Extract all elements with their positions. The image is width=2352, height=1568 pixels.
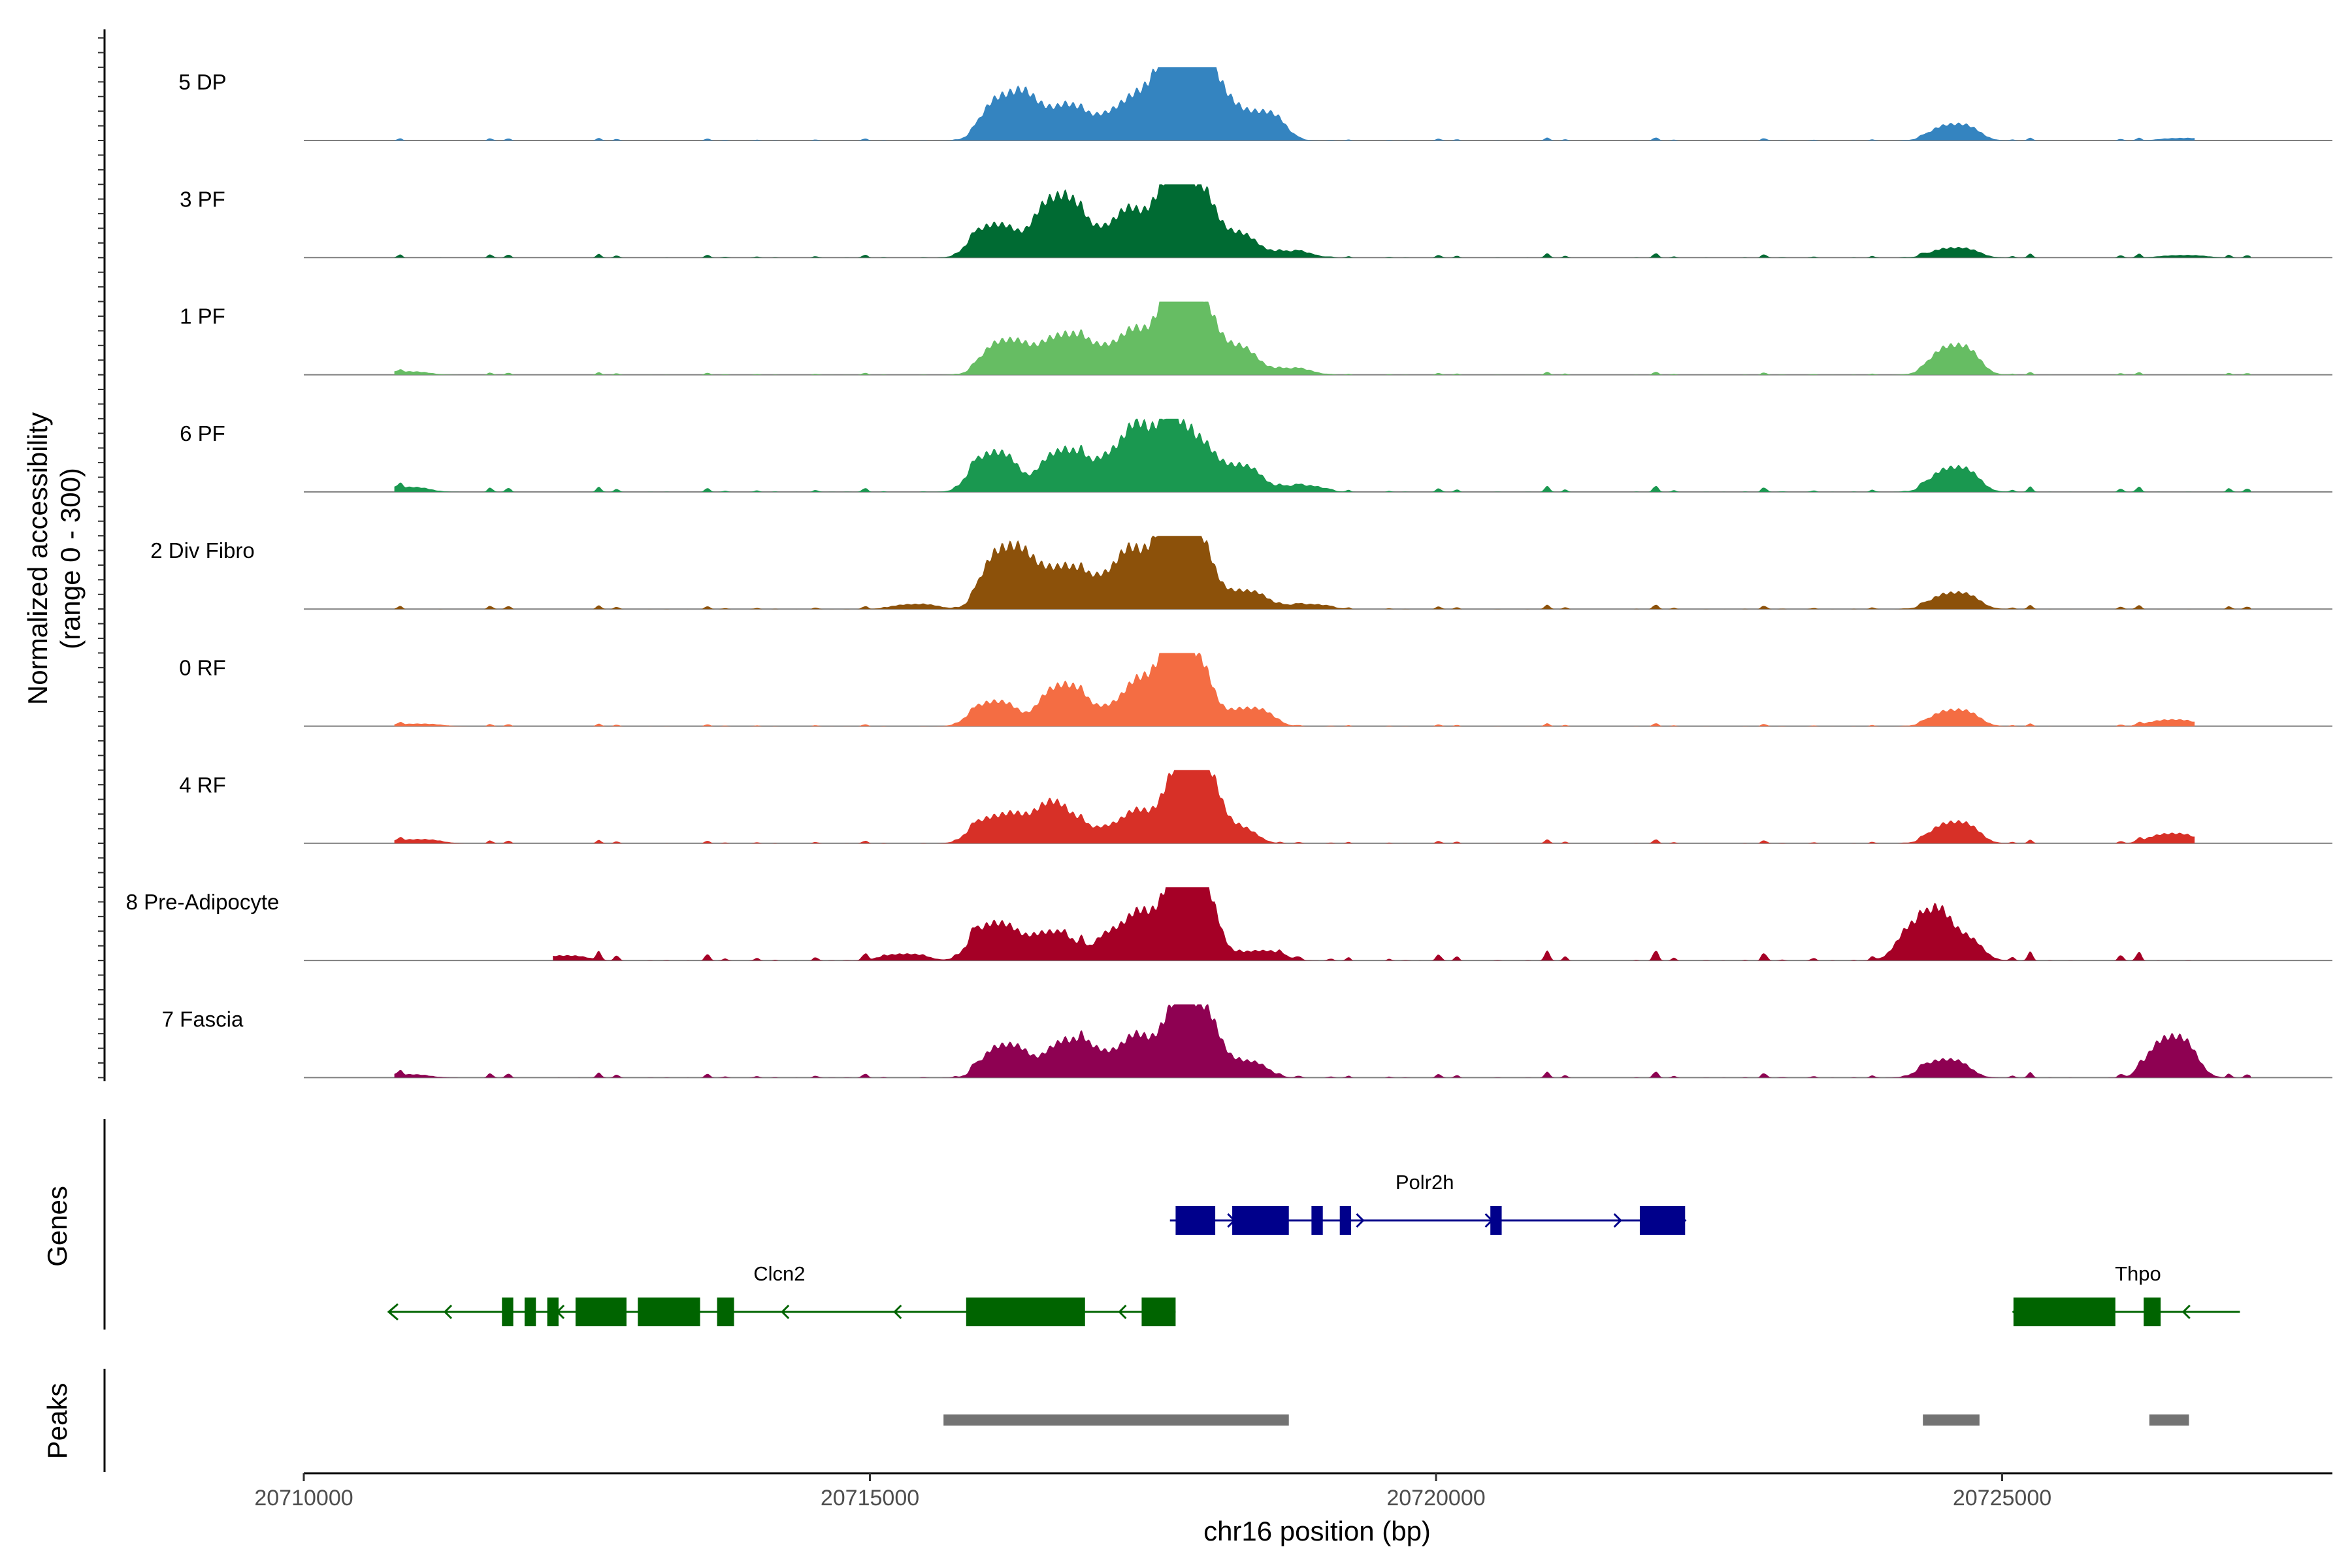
coverage-track: 7 Fascia [162, 1004, 2332, 1079]
strand-arrow [1118, 1304, 1127, 1320]
peak-region [2149, 1414, 2189, 1426]
gene-model: Polr2h [1169, 1171, 1687, 1235]
strand-arrow [1484, 1213, 1494, 1228]
gene-exon [1232, 1206, 1289, 1235]
gene-exon [1311, 1206, 1323, 1235]
gene-exon [1490, 1206, 1502, 1235]
track-label: 0 RF [179, 656, 226, 680]
y-axis [98, 29, 106, 1081]
x-tick-label: 20725000 [1953, 1486, 2051, 1511]
coverage-track: 6 PF [180, 418, 2332, 493]
strand-arrow [781, 1304, 790, 1320]
coverage-area [394, 418, 2251, 492]
track-label: 3 PF [180, 187, 225, 211]
strand-arrow [2181, 1304, 2191, 1320]
gene-label: Polr2h [1396, 1171, 1454, 1194]
gene-model: Thpo [2012, 1262, 2240, 1326]
strand-arrow [1005, 1304, 1015, 1320]
peak-region [943, 1414, 1289, 1426]
gene-exon [1141, 1298, 1176, 1326]
strand-arrow [1227, 1213, 1236, 1228]
y-axis-title: Normalized accessibility [22, 412, 53, 705]
gene-exon [1639, 1206, 1686, 1235]
strand-arrow [1613, 1213, 1622, 1228]
coverage-area [394, 653, 2195, 727]
peaks-panel [103, 1369, 2189, 1472]
gene-exon [2013, 1298, 2115, 1326]
coverage-area [394, 301, 2251, 375]
gene-exon [575, 1298, 627, 1326]
gene-exon [717, 1298, 734, 1326]
coverage-area [553, 887, 2217, 961]
coverage-area [394, 67, 2195, 140]
track-label: 5 DP [178, 70, 226, 94]
gene-label: Thpo [2115, 1262, 2161, 1285]
genes-panel-label: Genes [42, 1186, 73, 1267]
gene-label: Clcn2 [753, 1262, 805, 1285]
gene-exon [524, 1298, 536, 1326]
x-tick-label: 20720000 [1386, 1486, 1485, 1511]
strand-arrow [893, 1304, 902, 1320]
track-label: 8 Pre-Adipocyte [126, 890, 280, 914]
track-label: 4 RF [179, 773, 226, 797]
coverage-track: 2 Div Fibro [150, 536, 2332, 610]
strand-arrow [555, 1304, 565, 1320]
strand-arrow [2012, 1303, 2023, 1321]
peak-region [1923, 1414, 1980, 1426]
gene-model: Clcn2 [387, 1262, 1176, 1326]
coverage-area [394, 536, 2251, 610]
coverage-track: 8 Pre-Adipocyte [126, 887, 2332, 962]
strand-arrow [443, 1304, 453, 1320]
track-label: 1 PF [180, 304, 225, 329]
coverage-tracks: 5 DP 3 PF 1 PF 6 PF 2 Div Fibro 0 RF 4 RF 8 Pre… [126, 67, 2332, 1079]
coverage-track: 4 RF [179, 770, 2332, 844]
coverage-track: 0 RF [179, 653, 2332, 727]
track-label: 7 Fascia [162, 1007, 244, 1031]
track-label: 6 PF [180, 421, 225, 446]
gene-exon [2144, 1298, 2161, 1326]
coverage-track: 3 PF [180, 184, 2332, 259]
coverage-area [394, 1004, 2251, 1078]
x-tick-label: 20715000 [821, 1486, 919, 1511]
strand-arrow [1356, 1213, 1365, 1228]
strand-arrow [387, 1303, 399, 1321]
genes-panel: Polr2h Clcn2 Thpo [103, 1119, 2240, 1330]
y-axis-title-range: (range 0 - 300) [55, 468, 86, 649]
coverage-area [394, 184, 2251, 258]
strand-arrow [668, 1304, 678, 1320]
coverage-track: 5 DP [178, 67, 2332, 141]
gene-exon [1339, 1206, 1352, 1235]
coverage-area [394, 770, 2195, 843]
gene-exon [1175, 1206, 1216, 1235]
strand-arrow [1675, 1211, 1687, 1230]
strand-arrow [2068, 1304, 2078, 1320]
gene-exon [547, 1298, 559, 1326]
peaks-panel-label: Peaks [42, 1383, 73, 1460]
track-label: 2 Div Fibro [150, 538, 255, 563]
gene-exon [502, 1298, 514, 1326]
x-tick-label: 20710000 [254, 1486, 353, 1511]
x-axis-title: chr16 position (bp) [1203, 1516, 1431, 1546]
coverage-track: 1 PF [180, 301, 2332, 376]
x-axis: 20710000 20715000 20720000 20725000 [254, 1472, 2332, 1511]
gene-exon [966, 1298, 1085, 1326]
